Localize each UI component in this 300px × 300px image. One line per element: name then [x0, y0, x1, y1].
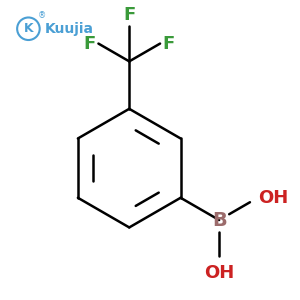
Text: F: F — [84, 34, 96, 52]
Text: B: B — [212, 211, 226, 230]
Text: F: F — [123, 6, 135, 24]
Text: ®: ® — [38, 11, 46, 20]
Text: OH: OH — [258, 189, 288, 207]
Text: K: K — [24, 22, 33, 35]
Text: Kuujia: Kuujia — [45, 22, 94, 36]
Text: F: F — [162, 34, 175, 52]
Text: OH: OH — [204, 264, 234, 282]
